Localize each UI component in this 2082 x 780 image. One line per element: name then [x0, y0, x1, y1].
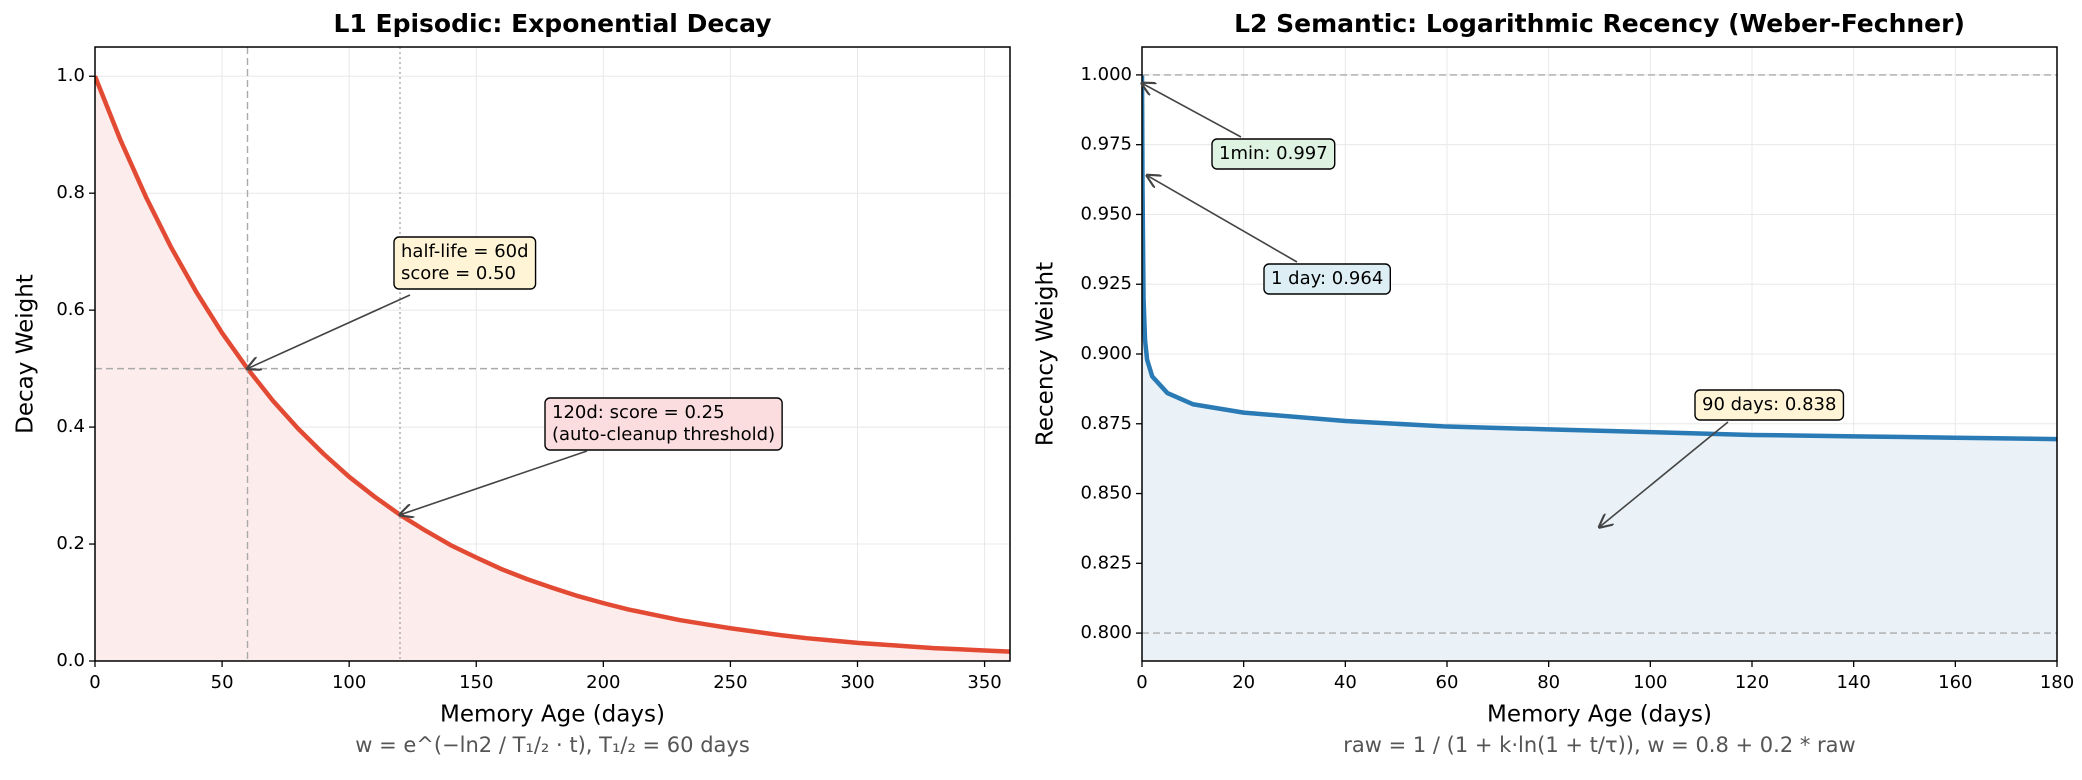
chart-title: L1 Episodic: Exponential Decay [333, 9, 771, 38]
annotation-box [544, 397, 783, 451]
annotation: 1min: 0.997 [1211, 138, 1336, 170]
y-tick-label: 0.875 [1080, 413, 1132, 434]
area-fill [95, 76, 1010, 661]
annotation: 90 days: 0.838 [1694, 389, 1845, 421]
y-tick-label: 0.850 [1080, 483, 1132, 504]
annotation-text: score = 0.50 [401, 263, 516, 284]
y-tick-label: 0.2 [56, 533, 85, 554]
annotation-box [1211, 138, 1336, 170]
x-tick-label: 180 [2040, 672, 2074, 693]
line [1142, 74, 2057, 442]
y-tick-label: 0.900 [1080, 343, 1132, 364]
chart-title: L2 Semantic: Logarithmic Recency (Weber-… [1234, 9, 1965, 38]
y-axis-label: Recency Weight [1033, 262, 1059, 446]
area-fill [1142, 74, 2057, 661]
y-axis-label: Decay Weight [13, 274, 39, 434]
annotation-text: (auto-cleanup threshold) [552, 424, 775, 445]
annotation-box [393, 236, 537, 290]
annotation-arrow [1600, 421, 1729, 527]
caption: raw = 1 / (1 + k·ln(1 + t/τ)), w = 0.8 +… [1343, 733, 1855, 757]
plot-frame [1141, 46, 2058, 662]
annotation: 1 day: 0.964 [1263, 263, 1391, 295]
y-tick-label: 0.6 [56, 299, 85, 320]
annotation-arrow [1147, 175, 1298, 263]
x-tick-label: 140 [1836, 672, 1870, 693]
y-tick-label: 1.000 [1080, 64, 1132, 85]
x-tick-label: 100 [1633, 672, 1667, 693]
annotation-arrow [248, 294, 411, 369]
x-tick-label: 250 [713, 672, 747, 693]
annotation-text: 90 days: 0.838 [1702, 394, 1836, 415]
y-tick-label: 1.0 [56, 65, 85, 86]
y-tick-label: 0.800 [1080, 622, 1132, 643]
annotation-text: 1min: 0.997 [1219, 143, 1328, 164]
x-tick-label: 40 [1334, 672, 1357, 693]
x-tick-label: 100 [332, 672, 366, 693]
y-tick-label: 0.825 [1080, 552, 1132, 573]
x-tick-label: 120 [1735, 672, 1769, 693]
x-tick-label: 60 [1436, 672, 1459, 693]
x-tick-label: 50 [211, 672, 234, 693]
y-tick-label: 0.0 [56, 650, 85, 671]
x-tick-label: 80 [1537, 672, 1560, 693]
annotation-box [1263, 263, 1391, 295]
x-tick-label: 0 [89, 672, 100, 693]
annotation-box [1694, 389, 1845, 421]
caption: w = e^(−ln2 / T₁/₂ · t), T₁/₂ = 60 days [355, 733, 750, 757]
annotation-arrow [1142, 83, 1242, 138]
x-tick-label: 350 [967, 672, 1001, 693]
annotation-text: 1 day: 0.964 [1271, 268, 1383, 289]
x-tick-label: 200 [586, 672, 620, 693]
y-tick-label: 0.950 [1080, 203, 1132, 224]
y-tick-label: 0.8 [56, 182, 85, 203]
plot-frame [94, 46, 1011, 662]
x-tick-label: 150 [459, 672, 493, 693]
x-tick-label: 300 [840, 672, 874, 693]
x-axis-label: Memory Age (days) [1487, 702, 1712, 728]
x-tick-label: 0 [1136, 672, 1147, 693]
annotation-text: 120d: score = 0.25 [552, 402, 725, 423]
y-tick-label: 0.975 [1080, 134, 1132, 155]
x-tick-label: 160 [1938, 672, 1972, 693]
x-axis-label: Memory Age (days) [440, 702, 665, 728]
y-tick-label: 0.925 [1080, 273, 1132, 294]
x-tick-label: 20 [1232, 672, 1255, 693]
y-tick-label: 0.4 [56, 416, 85, 437]
annotation-text: half-life = 60d [401, 241, 529, 262]
annotation-arrow [400, 450, 588, 515]
annotation: 120d: score = 0.25(auto-cleanup threshol… [544, 397, 783, 451]
